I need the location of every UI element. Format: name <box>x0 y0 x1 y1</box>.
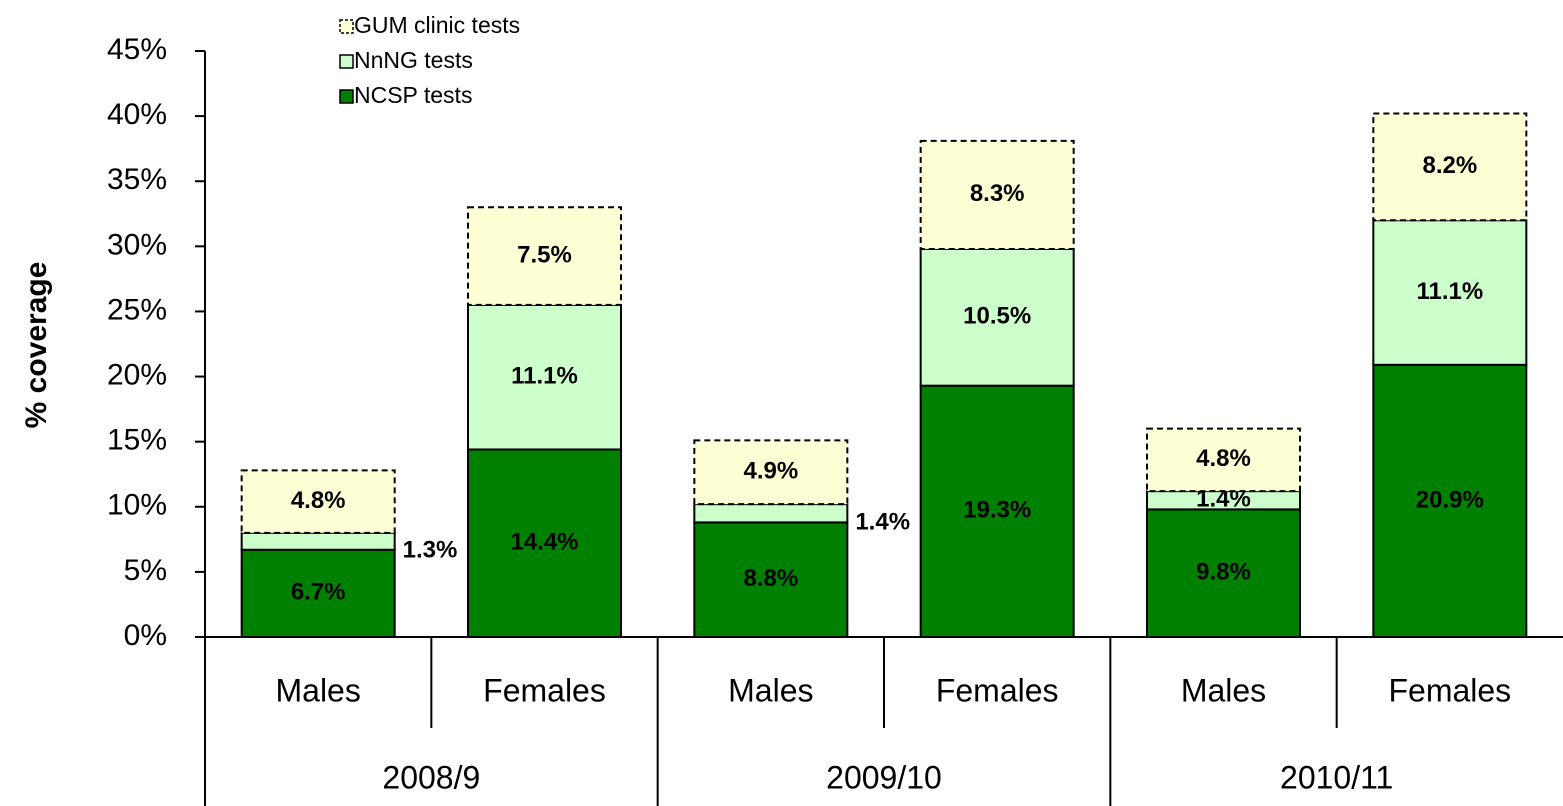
bar-segment <box>467 448 622 639</box>
legend-swatch <box>339 54 354 69</box>
value-label: 4.9% <box>743 458 798 485</box>
legend-swatch <box>339 19 354 34</box>
x-tick-label: Males <box>728 672 813 708</box>
value-label: 1.4% <box>855 509 910 536</box>
y-tick-label: 20% <box>107 358 167 391</box>
bar-segment <box>467 206 622 306</box>
group-label: 2010/11 <box>1280 759 1393 795</box>
bar-segment <box>693 503 849 524</box>
legend-label: NCSP tests <box>354 82 472 108</box>
value-label: 8.2% <box>1422 152 1477 179</box>
value-label: 14.4% <box>510 529 578 556</box>
bar-segment <box>467 303 622 451</box>
y-tick-label: 0% <box>124 619 167 652</box>
x-tick-label: Males <box>275 672 360 708</box>
x-tick-label: Males <box>1181 672 1266 708</box>
y-tick-label: 45% <box>107 33 167 66</box>
bar-segment <box>919 384 1075 638</box>
x-tick-label: Females <box>1388 672 1511 708</box>
bar-segment <box>1372 363 1528 638</box>
y-tick-label: 15% <box>107 424 167 457</box>
x-tick-label: Females <box>936 672 1059 708</box>
y-tick-label: 40% <box>107 98 167 131</box>
value-label: 11.1% <box>511 363 578 390</box>
value-label: 9.8% <box>1196 559 1251 586</box>
bar-segment <box>693 439 849 506</box>
y-tick-label: 10% <box>107 489 167 522</box>
value-label: 8.8% <box>743 565 798 592</box>
y-tick-label: 30% <box>107 228 167 261</box>
value-label: 6.7% <box>291 579 346 606</box>
value-label: 10.5% <box>963 303 1031 330</box>
bar-segment <box>1372 112 1528 222</box>
value-label: 20.9% <box>1416 486 1484 513</box>
legend-label: NnNG tests <box>354 47 473 73</box>
y-axis-label: % coverage <box>20 262 53 429</box>
bar-segment <box>240 469 396 534</box>
bar-segment <box>1372 219 1528 366</box>
legend-swatch <box>339 89 354 104</box>
value-label: 11.1% <box>1416 278 1483 305</box>
value-label: 19.3% <box>963 497 1031 524</box>
x-tick-label: Females <box>483 672 606 708</box>
value-label: 7.5% <box>517 241 572 268</box>
value-label: 8.3% <box>970 180 1025 207</box>
value-label: 4.8% <box>291 487 346 514</box>
bar-segment <box>1146 508 1301 639</box>
group-label: 2008/9 <box>382 759 480 795</box>
legend-label: GUM clinic tests <box>354 12 520 38</box>
bar-segment <box>919 247 1075 387</box>
value-label: 1.3% <box>403 537 458 564</box>
bar-segment <box>240 531 396 551</box>
value-label: 4.8% <box>1196 445 1251 472</box>
bar-segment <box>919 139 1075 250</box>
y-tick-label: 35% <box>107 163 167 196</box>
bar-segment <box>1146 427 1301 493</box>
y-tick-label: 25% <box>107 293 167 326</box>
group-label: 2009/10 <box>826 759 942 795</box>
y-tick-label: 5% <box>124 554 167 587</box>
